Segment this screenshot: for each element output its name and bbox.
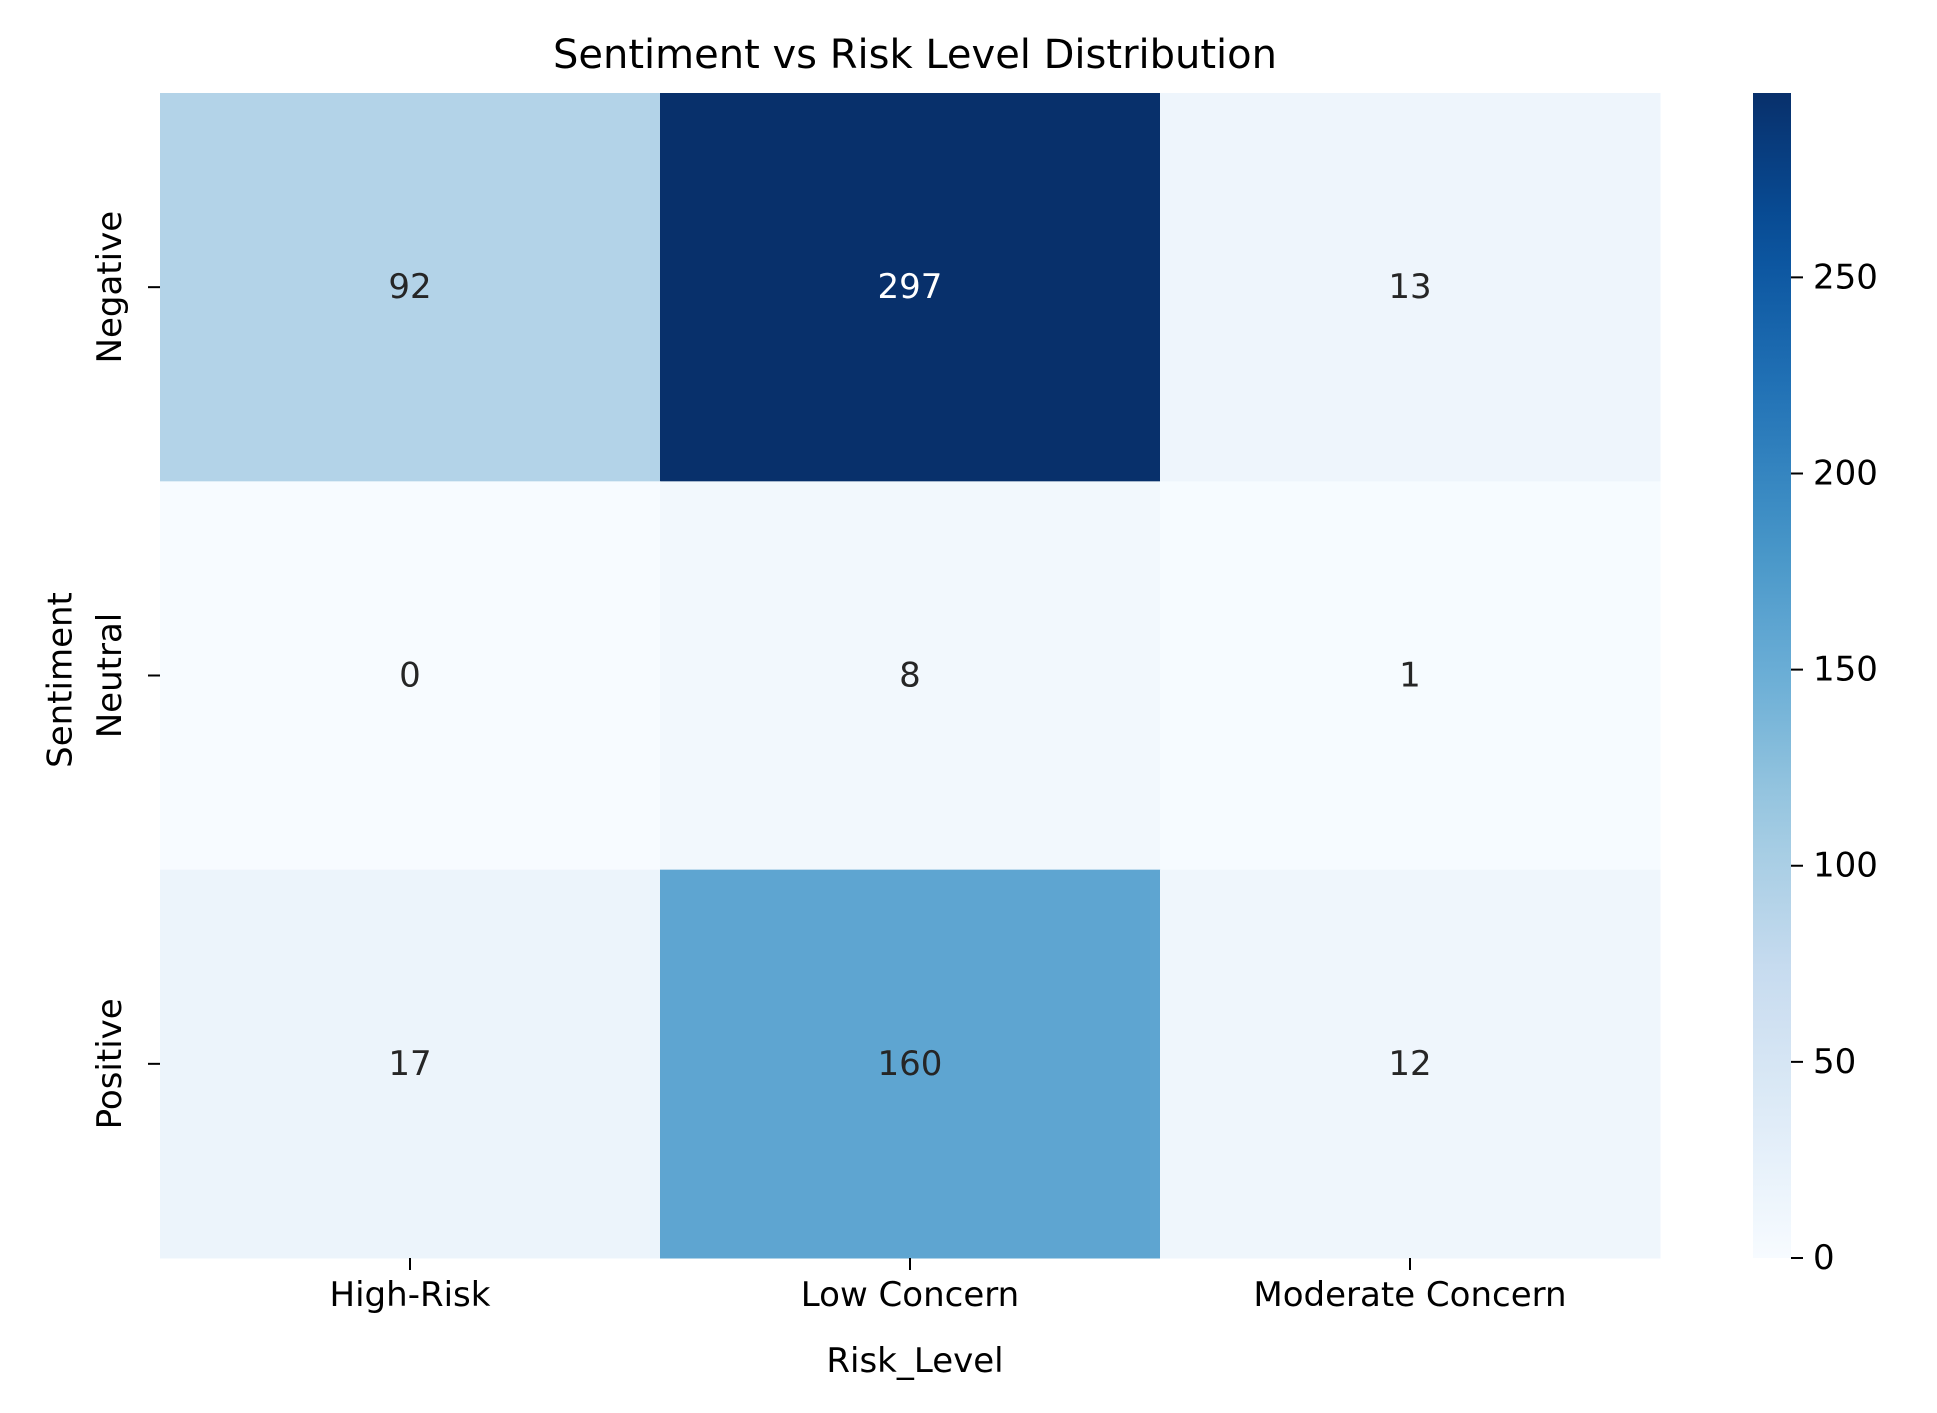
colorbar-tick-label: 50: [1813, 1042, 1856, 1082]
cell-value-label: 92: [388, 267, 431, 307]
cell-value-label: 297: [878, 267, 943, 307]
cell-value-label: 17: [388, 1044, 431, 1084]
heatmap-cell: [160, 481, 661, 871]
x-tick-label: High-Risk: [330, 1275, 491, 1315]
heatmap-cell: [1160, 869, 1661, 1259]
cell-value-label: 1: [1399, 656, 1421, 696]
y-tick-label: Positive: [90, 998, 130, 1129]
colorbar-tick-label: 150: [1813, 650, 1878, 690]
colorbar-tick-label: 200: [1813, 453, 1878, 493]
heatmap-cell: [160, 869, 661, 1259]
cell-value-label: 160: [878, 1044, 943, 1084]
x-tick-label: Moderate Concern: [1253, 1275, 1566, 1315]
colorbar-tick-label: 0: [1813, 1238, 1835, 1278]
heatmap-cell: [1160, 481, 1661, 871]
heatmap-cell: [160, 93, 661, 482]
heatmap-cell: [660, 481, 1161, 871]
x-axis-title: Risk_Level: [826, 1341, 1003, 1381]
colorbar-tick-label: 250: [1813, 257, 1878, 297]
cell-value-label: 0: [399, 656, 421, 696]
y-axis-title: Sentiment: [41, 592, 81, 768]
heatmap-cell: [660, 93, 1161, 482]
x-axis: High-Risk Low Concern Moderate Concern: [330, 1258, 1567, 1315]
cell-value-label: 12: [1388, 1044, 1431, 1084]
cell-labels: 92 297 13 0 8 1 17 160 12: [388, 267, 1431, 1084]
y-tick-label: Neutral: [90, 613, 130, 739]
cell-value-label: 13: [1388, 267, 1431, 307]
heatmap-cell: [1160, 93, 1661, 482]
y-axis: Negative Neutral Positive: [90, 211, 160, 1129]
y-tick-label: Negative: [90, 211, 130, 364]
heatmap-cells: [160, 93, 1661, 1259]
x-tick-label: Low Concern: [801, 1275, 1019, 1315]
colorbar-tick-label: 100: [1813, 846, 1878, 886]
heatmap-cell: [660, 869, 1161, 1259]
colorbar-ticks: 0 50 100 150 200 250: [1791, 257, 1878, 1278]
colorbar-gradient: [1753, 93, 1791, 1258]
cell-value-label: 8: [899, 656, 921, 696]
chart-title: Sentiment vs Risk Level Distribution: [553, 32, 1277, 78]
colorbar: 0 50 100 150 200 250: [1753, 93, 1878, 1278]
